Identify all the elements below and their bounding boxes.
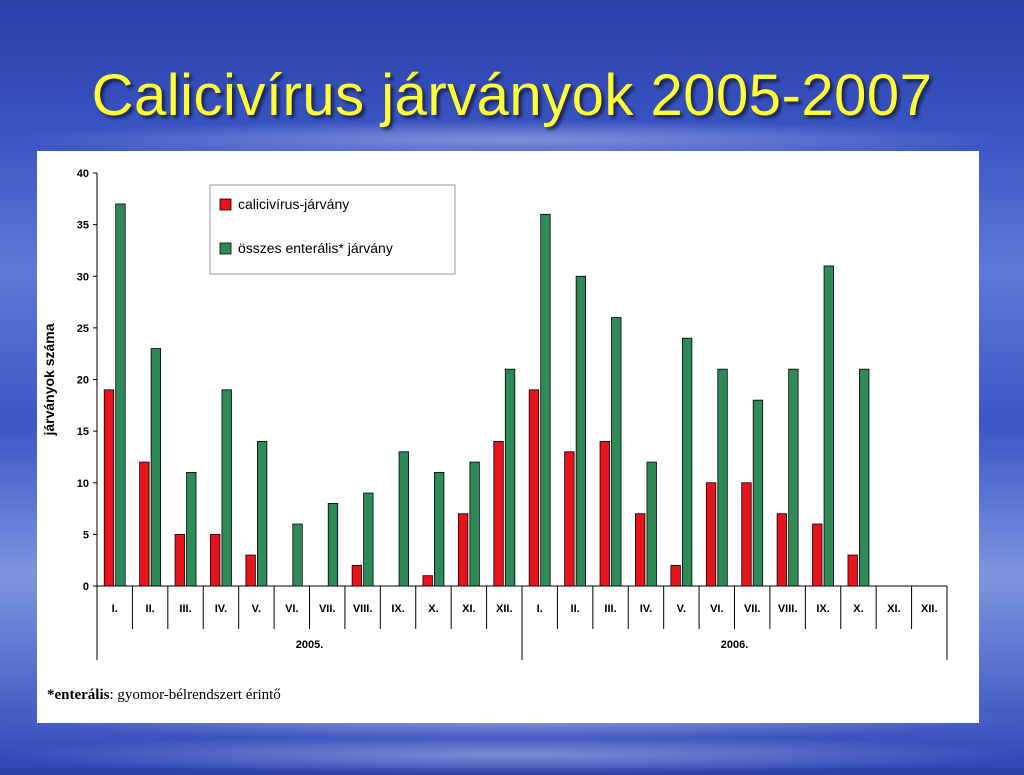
x-tick-label: IV. xyxy=(215,603,227,615)
bar-calici xyxy=(705,482,717,587)
bar-enteral xyxy=(292,523,303,587)
y-tick-label: 40 xyxy=(77,168,89,180)
bar-enteral xyxy=(256,441,268,587)
legend-swatch xyxy=(219,242,232,255)
bar-enteral xyxy=(115,203,126,587)
bar-enteral xyxy=(752,399,764,587)
x-tick-label: III. xyxy=(604,603,616,615)
x-tick-label: I. xyxy=(537,603,543,615)
bar-enteral xyxy=(823,265,834,587)
footnote: *enterális: gyomor-bélrendszert érintő xyxy=(47,687,281,704)
x-tick-label: II. xyxy=(571,603,580,615)
bar-enteral xyxy=(469,461,480,587)
x-tick-label: VII. xyxy=(319,603,336,615)
bar-calici xyxy=(670,564,681,587)
bar-calici xyxy=(174,533,185,587)
x-tick-label: X. xyxy=(853,603,863,615)
bar-enteral xyxy=(681,337,693,587)
legend-swatch xyxy=(219,198,232,211)
bar-calici xyxy=(741,482,752,587)
bar-enteral xyxy=(540,213,551,587)
bar-enteral xyxy=(859,368,870,587)
x-tick-label: XII. xyxy=(496,603,513,615)
bar-calici xyxy=(528,389,540,587)
bar-calici xyxy=(599,441,610,587)
footnote-text: : gyomor-bélrendszert érintő xyxy=(109,687,281,703)
x-tick-label: V. xyxy=(252,603,261,615)
bar-calici xyxy=(635,513,646,587)
legend-label: összes enterális* járvány xyxy=(238,240,393,256)
y-tick-label: 30 xyxy=(77,271,89,283)
bar-calici xyxy=(103,389,115,587)
bar-enteral xyxy=(575,275,587,587)
y-tick-label: 15 xyxy=(77,426,89,438)
bar-enteral xyxy=(717,368,728,587)
bar-calici xyxy=(351,564,363,587)
bar-calici xyxy=(812,523,823,587)
y-tick-label: 5 xyxy=(83,529,89,541)
slide-title: Calicivírus járványok 2005-2007 xyxy=(91,63,933,128)
x-tick-label: II. xyxy=(146,603,155,615)
x-tick-label: III. xyxy=(179,603,191,615)
bar-enteral xyxy=(150,348,162,587)
x-tick-label: VIII. xyxy=(353,603,373,615)
bar-calici xyxy=(139,461,150,587)
x-tick-label: VI. xyxy=(285,603,298,615)
bar-enteral xyxy=(221,389,232,587)
x-tick-label: V. xyxy=(677,603,686,615)
bar-enteral xyxy=(363,492,374,587)
bar-calici xyxy=(493,441,504,587)
bar-enteral xyxy=(504,368,516,587)
x-tick-label: IV. xyxy=(640,603,652,615)
y-axis-label: járványok száma xyxy=(41,323,57,436)
x-tick-label: X. xyxy=(428,603,438,615)
bar-enteral xyxy=(398,451,409,587)
bar-calici xyxy=(847,554,858,587)
group-label: 2005. xyxy=(296,639,324,651)
x-tick-label: I. xyxy=(112,603,118,615)
bar-calici xyxy=(210,533,221,587)
y-tick-label: 35 xyxy=(77,220,89,232)
x-tick-label: VII. xyxy=(744,603,761,615)
legend-label: calicivírus-járvány xyxy=(238,196,349,212)
bar-calici xyxy=(457,513,469,587)
x-tick-label: IX. xyxy=(391,603,404,615)
bar-enteral xyxy=(788,368,799,587)
bar-calici xyxy=(422,575,433,587)
x-tick-label: XI. xyxy=(462,603,475,615)
legend-box xyxy=(209,184,456,275)
y-tick-label: 20 xyxy=(77,375,89,387)
y-tick-label: 0 xyxy=(83,581,89,593)
x-tick-label: VIII. xyxy=(778,603,798,615)
bar-enteral xyxy=(186,472,197,587)
bar-enteral xyxy=(646,461,657,587)
x-tick-label: XII. xyxy=(921,603,938,615)
x-tick-label: XI. xyxy=(887,603,900,615)
footnote-term: *enterális xyxy=(47,687,110,703)
bar-calici xyxy=(564,451,575,587)
bar-calici xyxy=(776,513,788,587)
bar-enteral xyxy=(434,472,445,587)
x-tick-label: IX. xyxy=(816,603,829,615)
y-tick-label: 25 xyxy=(77,323,89,335)
bar-chart: 0 5 10 15 20 25 30 35 40 járványok száma I. II. III.… xyxy=(41,168,948,660)
bar-enteral xyxy=(611,317,622,587)
y-tick-label: 10 xyxy=(77,478,89,490)
bar-calici xyxy=(245,554,256,587)
chart-panel: 0 5 10 15 20 25 30 35 40 járványok száma I. II. III.… xyxy=(37,151,979,723)
group-label: 2006. xyxy=(721,639,749,651)
x-tick-label: VI. xyxy=(710,603,723,615)
bar-enteral xyxy=(327,502,339,587)
